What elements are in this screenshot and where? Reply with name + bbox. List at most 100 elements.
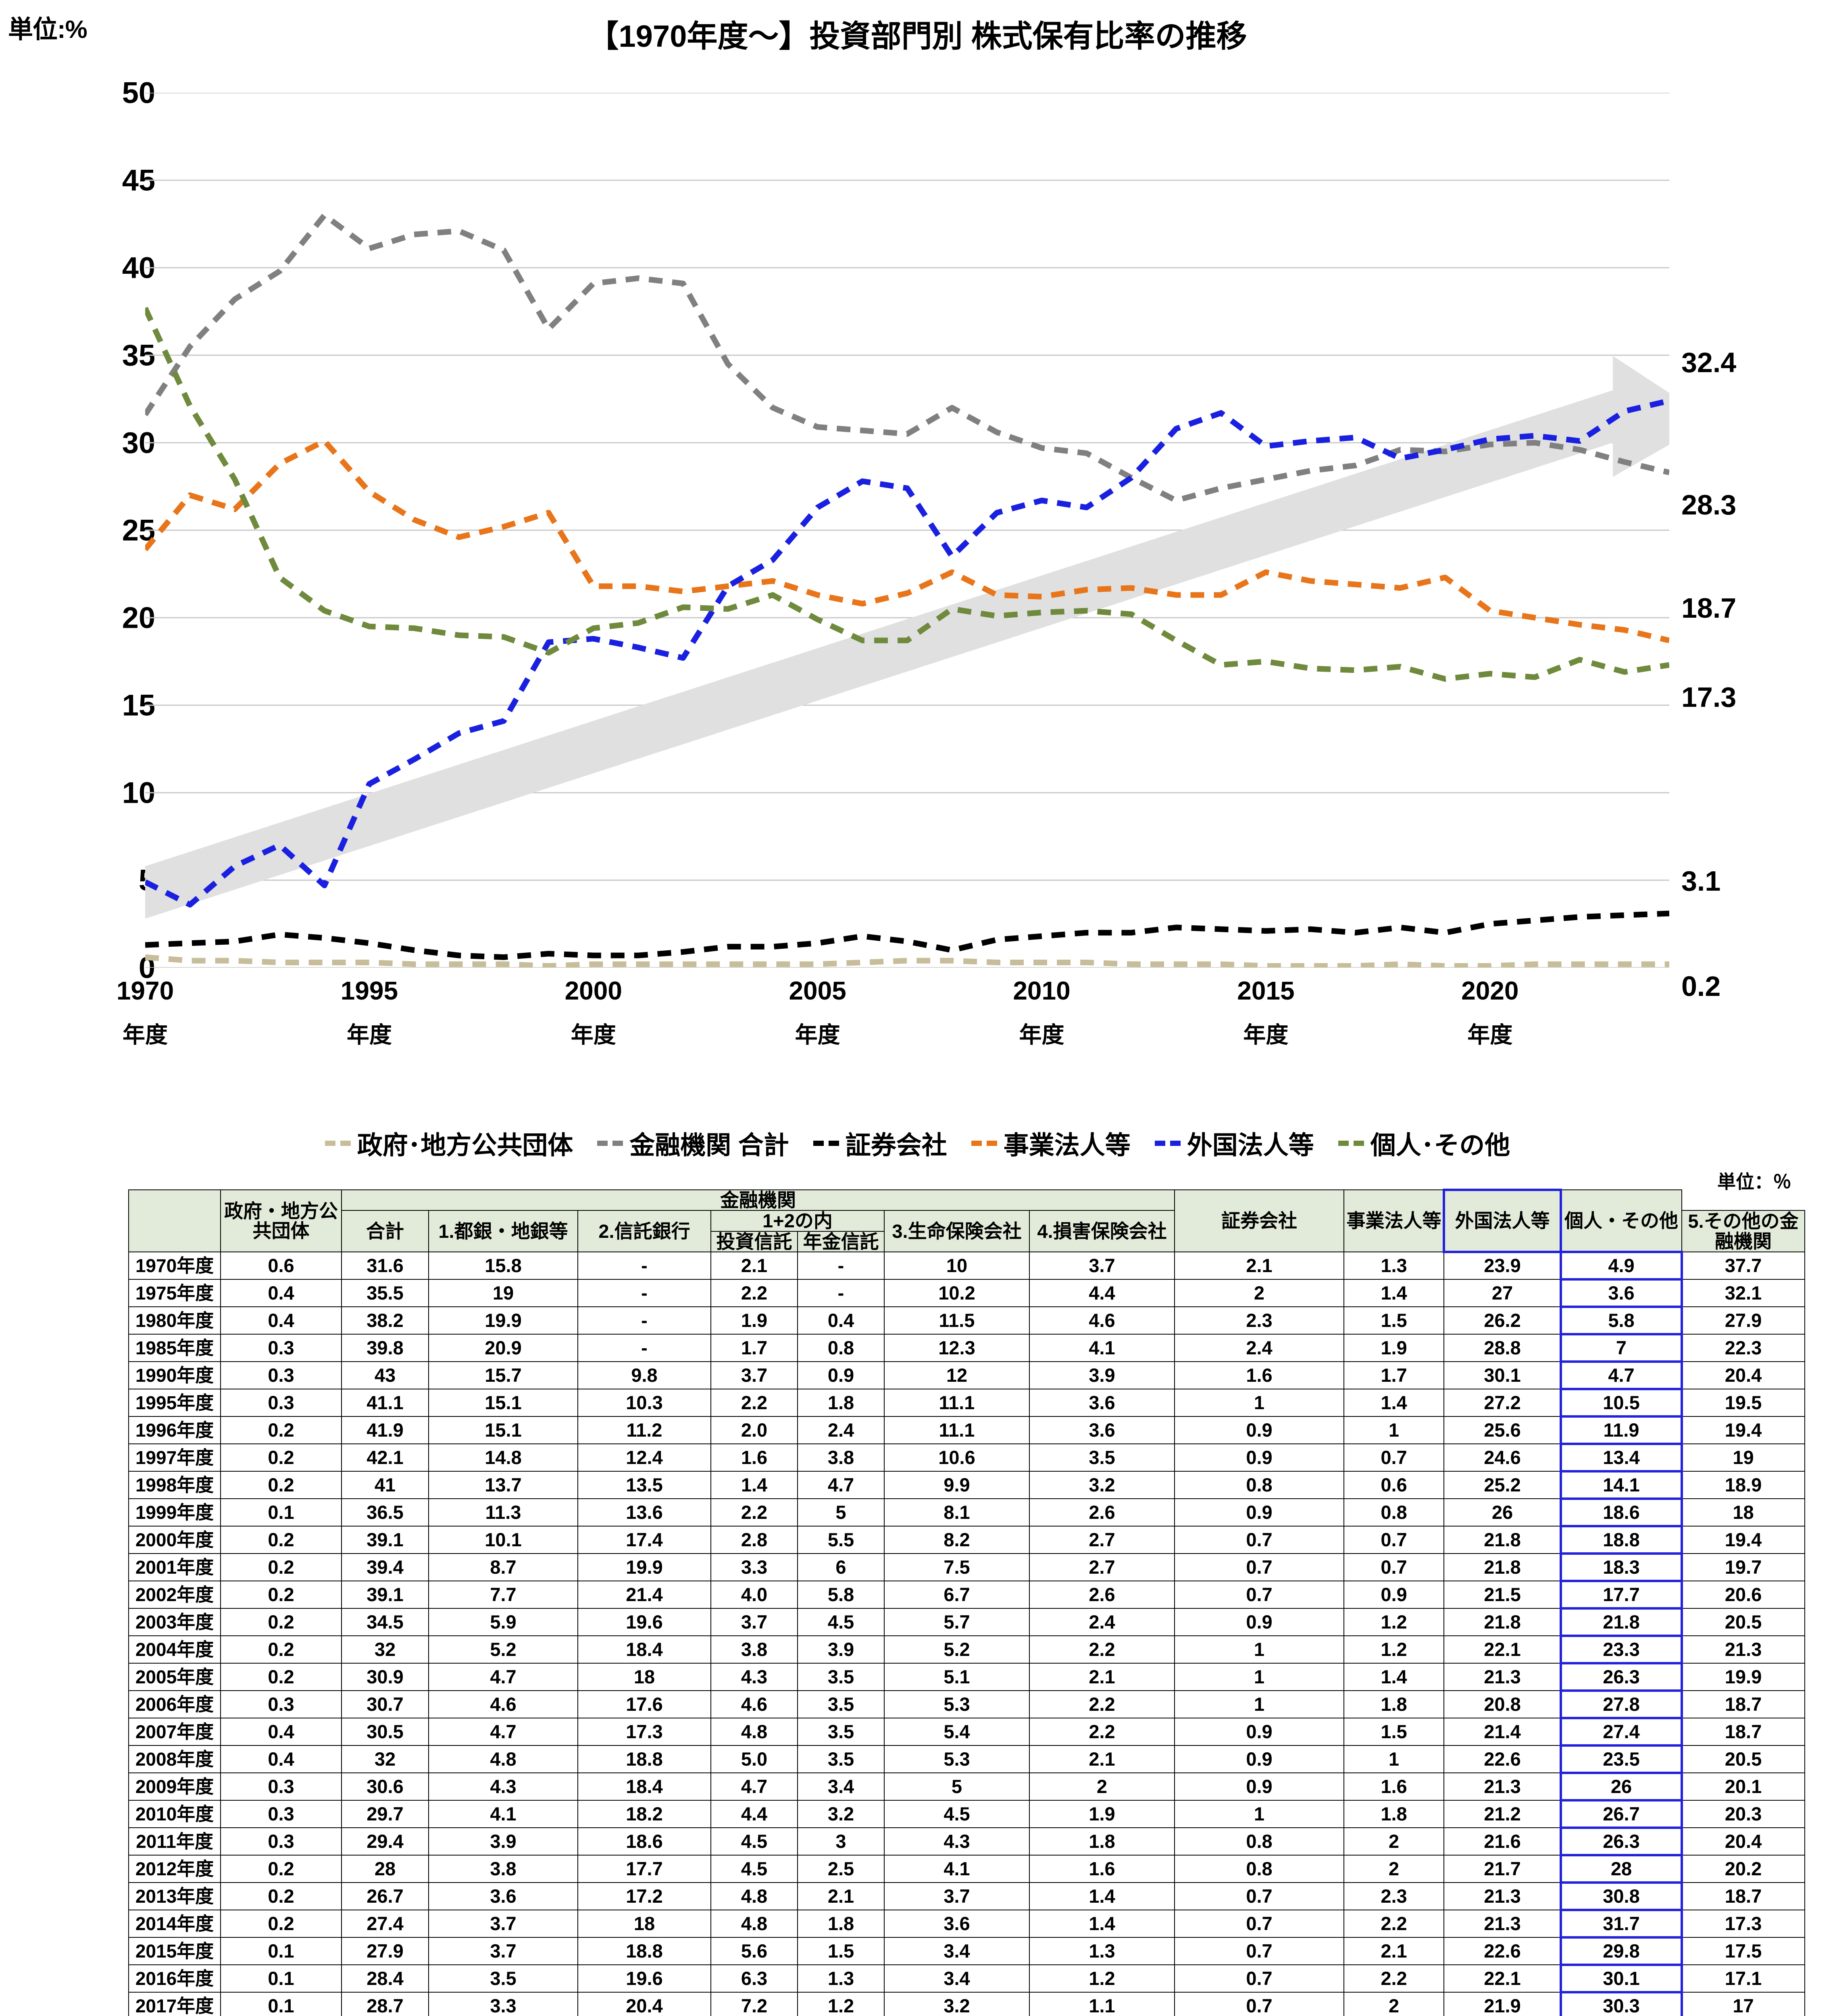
table-cell: 1.5 xyxy=(797,1937,885,1966)
table-cell: 17.1 xyxy=(1681,1964,1805,1993)
table-cell: 2.4 xyxy=(797,1416,885,1445)
table-cell: 21.8 xyxy=(1443,1526,1561,1554)
chart-svg xyxy=(129,93,1712,969)
table-header-row-3: 投資信託 年金信託 xyxy=(129,1231,1805,1253)
table-cell: 27.9 xyxy=(1681,1306,1805,1335)
legend-item-1[interactable]: 金融機関 合計 xyxy=(597,1125,789,1162)
table-cell: 0.7 xyxy=(1343,1443,1444,1472)
table-cell-year: 1985年度 xyxy=(128,1334,221,1362)
table-cell: 17.7 xyxy=(1560,1580,1683,1610)
legend-item-4[interactable]: 外国法人等 xyxy=(1154,1125,1314,1162)
series-line-4 xyxy=(144,398,1670,908)
table-cell: 20.4 xyxy=(577,1992,711,2016)
table-cell: 17.6 xyxy=(577,1690,711,1719)
table-cell: 26.7 xyxy=(341,1882,429,1911)
table-cell: 2 xyxy=(1174,1279,1344,1308)
table-cell: 0.8 xyxy=(797,1334,885,1362)
legend-item-3[interactable]: 事業法人等 xyxy=(971,1125,1131,1162)
table-row: 2004年度 0.2 32 5.2 18.4 3.8 3.9 5.2 2.2 1 1.2 22.1 23… xyxy=(128,1635,1805,1665)
table-cell: 0.7 xyxy=(1174,1964,1344,1993)
table-cell: 3 xyxy=(797,1827,885,1856)
legend-item-0[interactable]: 政府･地方公共団体 xyxy=(325,1125,573,1162)
table-cell-year: 2012年度 xyxy=(128,1855,221,1883)
table-cell: 0.1 xyxy=(220,1992,342,2016)
table-cell: 7.5 xyxy=(884,1553,1030,1582)
table-cell: 1 xyxy=(1343,1745,1444,1774)
table-cell: 21.6 xyxy=(1443,1827,1561,1856)
table-cell-year: 1999年度 xyxy=(128,1498,221,1527)
table-cell-year: 1970年度 xyxy=(128,1252,221,1280)
table-cell: 6.7 xyxy=(884,1581,1030,1609)
legend-item-2[interactable]: 証券会社 xyxy=(813,1125,947,1162)
table-row: 2011年度 0.3 29.4 3.9 18.6 4.5 3 4.3 1.8 0.8 2 21.6 26… xyxy=(128,1826,1805,1857)
table-cell: 39.4 xyxy=(341,1553,429,1582)
table-cell: 0.7 xyxy=(1174,1553,1344,1582)
table-cell: 1.6 xyxy=(1343,1772,1444,1801)
table-cell: 15.7 xyxy=(428,1361,578,1390)
table-header-row-2: 合計 1.都銀・地銀等 2.信託銀行 1+2の内 3.生命保険会社 4.損害保険… xyxy=(129,1210,1805,1253)
table-cell: 14.8 xyxy=(428,1443,578,1472)
table-cell: 30.1 xyxy=(1443,1361,1561,1390)
table-row: 2007年度 0.4 30.5 4.7 17.3 4.8 3.5 5.4 2.2 0.9 1.5 21… xyxy=(128,1717,1805,1747)
table-cell: 8.1 xyxy=(884,1498,1030,1527)
table-cell: 10.2 xyxy=(884,1279,1030,1308)
series-end-label: 0.2 xyxy=(1681,971,1721,1002)
table-row: 1975年度 0.4 35.5 19-2.2-10.2 4.4 2 1.4 27 3.6 32.1 xyxy=(128,1278,1805,1308)
table-cell: 4.8 xyxy=(710,1910,798,1938)
table-row: 2005年度 0.2 30.9 4.7 18 4.3 3.5 5.1 2.1 1 1.4 21.3 26… xyxy=(128,1662,1805,1692)
table-cell: 17.2 xyxy=(577,1882,711,1911)
table-cell: 21.8 xyxy=(1560,1607,1683,1637)
table-cell: 4.7 xyxy=(797,1471,885,1500)
table-row: 2012年度 0.2 28 3.8 17.7 4.5 2.5 4.1 1.6 0.8 2 21.7 28… xyxy=(128,1854,1805,1884)
table-cell: 3.7 xyxy=(428,1910,578,1938)
table-row: 1999年度 0.1 36.5 11.3 13.6 2.2 5 8.1 2.6 0.9 0.8 26 1… xyxy=(128,1497,1805,1528)
table-cell: 21.8 xyxy=(1443,1608,1561,1637)
th-corporations: 事業法人等 xyxy=(1343,1189,1444,1253)
table-cell: 20.5 xyxy=(1681,1608,1805,1637)
table-unit-note: 単位：％ xyxy=(1717,1171,1791,1192)
th-pension-trust: 年金信託 xyxy=(797,1231,885,1253)
table-cell: 0.9 xyxy=(1174,1498,1344,1527)
table-cell: 39.1 xyxy=(341,1581,429,1609)
table-cell: 0.9 xyxy=(1174,1718,1344,1746)
table-cell: 26.3 xyxy=(1560,1826,1683,1857)
table-cell: 14.1 xyxy=(1560,1470,1683,1500)
table-cell: 0.9 xyxy=(1343,1581,1444,1609)
table-cell: 0.9 xyxy=(797,1361,885,1390)
table-cell: 21.3 xyxy=(1443,1772,1561,1801)
table-cell: 19.9 xyxy=(577,1553,711,1582)
th-trust-banks: 2.信託銀行 xyxy=(577,1210,711,1253)
table-cell: 17.3 xyxy=(1681,1910,1805,1938)
table-cell: 2.2 xyxy=(710,1279,798,1308)
table-cell: 18.9 xyxy=(1681,1471,1805,1500)
table-cell: 30.7 xyxy=(341,1690,429,1719)
y-axis-tick: 5 xyxy=(34,863,155,898)
table-cell: 31.6 xyxy=(341,1252,429,1280)
legend-item-5[interactable]: 個人･その他 xyxy=(1338,1125,1510,1162)
table-cell: 2 xyxy=(1029,1772,1175,1801)
table-cell: 1.5 xyxy=(1343,1306,1444,1335)
y-axis-tick: 35 xyxy=(122,338,155,372)
legend-label: 証券会社 xyxy=(845,1131,947,1160)
table-cell: 4.6 xyxy=(1029,1306,1175,1335)
table-cell: 1.2 xyxy=(1343,1635,1444,1664)
table-cell: 11.3 xyxy=(428,1498,578,1527)
table-cell: 3.9 xyxy=(797,1635,885,1664)
table-cell: 1.5 xyxy=(1343,1718,1444,1746)
table-cell: 0.6 xyxy=(1343,1471,1444,1500)
table-cell: 3.8 xyxy=(428,1855,578,1883)
table-cell: 3.4 xyxy=(884,1964,1030,1993)
table-cell: 21.3 xyxy=(1443,1910,1561,1938)
table-cell: 5 xyxy=(797,1498,885,1527)
table-cell: 11.1 xyxy=(884,1389,1030,1417)
table-cell: 19.7 xyxy=(1681,1553,1805,1582)
table-cell: 13.6 xyxy=(577,1498,711,1527)
table-cell: 1.9 xyxy=(710,1306,798,1335)
data-table: 政府・地方公共団体 金融機関 証券会社 事業法人等 外国法人等 個人・その他 合… xyxy=(128,1188,1805,2016)
table-cell: 10.1 xyxy=(428,1526,578,1554)
table-cell: 2.1 xyxy=(1343,1937,1444,1966)
table-cell: 26.2 xyxy=(1443,1306,1561,1335)
table-row: 2003年度 0.2 34.5 5.9 19.6 3.7 4.5 5.7 2.4 0.9 1.2 21… xyxy=(128,1607,1805,1637)
table-cell: 0.2 xyxy=(220,1855,342,1883)
th-securities: 証券会社 xyxy=(1174,1189,1344,1253)
